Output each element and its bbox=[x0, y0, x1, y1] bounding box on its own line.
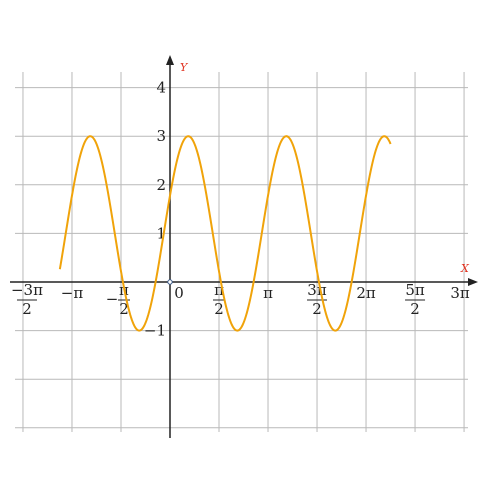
y-tick-label: 4 bbox=[156, 79, 166, 97]
y-tick-labels: 1 2 3 4 −1 bbox=[144, 79, 166, 340]
x-tick-denominator: 2 bbox=[214, 300, 224, 318]
y-tick-label: 3 bbox=[156, 127, 166, 145]
x-axis-arrow bbox=[468, 278, 478, 286]
x-tick-label: −π bbox=[61, 284, 84, 302]
y-axis-label: Y bbox=[180, 61, 189, 74]
x-tick-denominator: 2 bbox=[119, 300, 129, 318]
x-tick-numerator: π bbox=[214, 281, 224, 299]
grid-lines bbox=[15, 72, 468, 432]
x-axis-label: X bbox=[460, 262, 470, 275]
axes: X Y bbox=[10, 55, 478, 438]
y-tick-label: 2 bbox=[156, 176, 166, 194]
x-tick-numerator: −3π bbox=[11, 281, 43, 299]
x-tick-label: π bbox=[263, 284, 273, 302]
x-tick-label: 0 bbox=[174, 284, 184, 302]
y-axis-arrow bbox=[166, 55, 174, 65]
x-tick-denominator: 2 bbox=[22, 300, 32, 318]
x-tick-sign: − bbox=[106, 290, 119, 308]
x-tick-denominator: 2 bbox=[312, 300, 322, 318]
x-tick-label: 2π bbox=[356, 284, 376, 302]
x-tick-numerator: 5π bbox=[405, 281, 425, 299]
origin-marker bbox=[167, 279, 173, 285]
sine-curve bbox=[58, 135, 392, 332]
y-tick-label: 1 bbox=[156, 224, 166, 242]
x-tick-numerator: 3π bbox=[307, 281, 327, 299]
y-tick-label: −1 bbox=[144, 322, 166, 340]
x-tick-denominator: 2 bbox=[410, 300, 420, 318]
x-tick-label: 3π bbox=[450, 284, 470, 302]
